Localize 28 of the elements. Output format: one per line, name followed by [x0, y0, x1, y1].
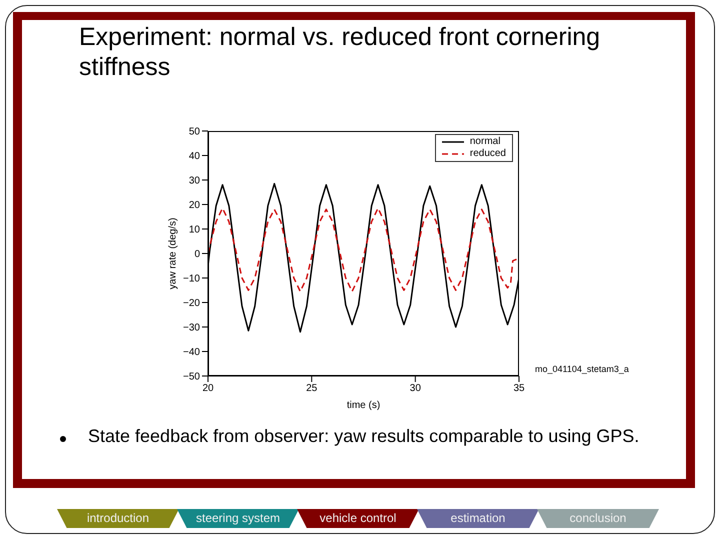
text: introduction [57, 509, 179, 528]
y-tick-label: −30 [183, 322, 200, 334]
y-tick-label: −40 [183, 347, 200, 358]
x-tick-label: 30 [410, 383, 422, 394]
legend-label: reduced [470, 148, 506, 160]
x-axis-title: time (s) [346, 400, 380, 411]
text: estimation [417, 509, 539, 528]
y-tick-label: 40 [188, 151, 200, 162]
text: State feedback from observer: yaw results comparable to using GPS. [88, 425, 640, 447]
legend-label: normal [470, 136, 500, 148]
y-tick-label: 0 [194, 249, 200, 260]
chart-title: Experiment: normal vs. reduced front cornering stiffness [79, 22, 602, 82]
y-tick-label: −10 [183, 274, 200, 285]
x-tick-label: 25 [306, 383, 318, 394]
y-tick-label: 20 [188, 200, 200, 212]
text: mo_041104_stetam3_a [535, 364, 629, 374]
y-tick-label: 10 [188, 224, 200, 236]
text: conclusion [537, 509, 659, 528]
y-tick-label: 30 [188, 176, 200, 187]
line-series [208, 207, 519, 292]
text: vehicle control [297, 509, 419, 528]
y-tick-label: −50 [183, 372, 200, 383]
y-tick-label: −20 [183, 298, 200, 310]
x-tick-label: 35 [513, 383, 525, 394]
y-tick-label: 50 [188, 126, 200, 138]
x-tick-label: 20 [202, 383, 214, 394]
text: steering system [177, 509, 299, 528]
y-axis-title: yaw rate (deg/s) [168, 218, 179, 290]
